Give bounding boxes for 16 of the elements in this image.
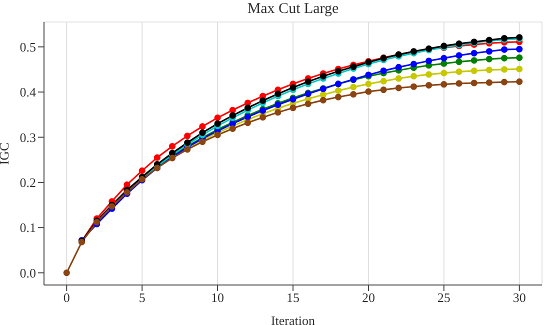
- chart-title: Max Cut Large: [246, 1, 340, 18]
- x-tick-label: 10: [211, 290, 224, 306]
- x-tick-label: 30: [512, 290, 526, 306]
- y-tick-label: 0.2: [20, 175, 36, 190]
- y-axis-title: IGC: [0, 142, 12, 165]
- x-tick-label: 25: [437, 290, 450, 306]
- y-tick-label: 0.3: [20, 130, 36, 145]
- x-tick-label: 0: [63, 290, 70, 306]
- y-tick-label: 0.5: [20, 39, 36, 54]
- x-tick-label: 5: [138, 290, 146, 306]
- x-axis-title: Iteration: [270, 313, 316, 325]
- x-tick-label: 15: [286, 290, 300, 306]
- y-tick-label: 0.1: [20, 220, 36, 236]
- y-tick-label: 0.4: [20, 84, 36, 100]
- x-tick-label: 20: [362, 290, 375, 306]
- y-tick-label: 0.0: [20, 265, 36, 280]
